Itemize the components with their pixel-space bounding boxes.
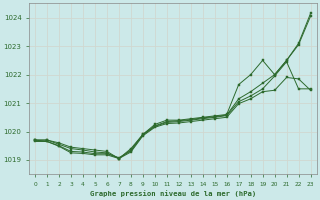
X-axis label: Graphe pression niveau de la mer (hPa): Graphe pression niveau de la mer (hPa): [90, 190, 256, 197]
